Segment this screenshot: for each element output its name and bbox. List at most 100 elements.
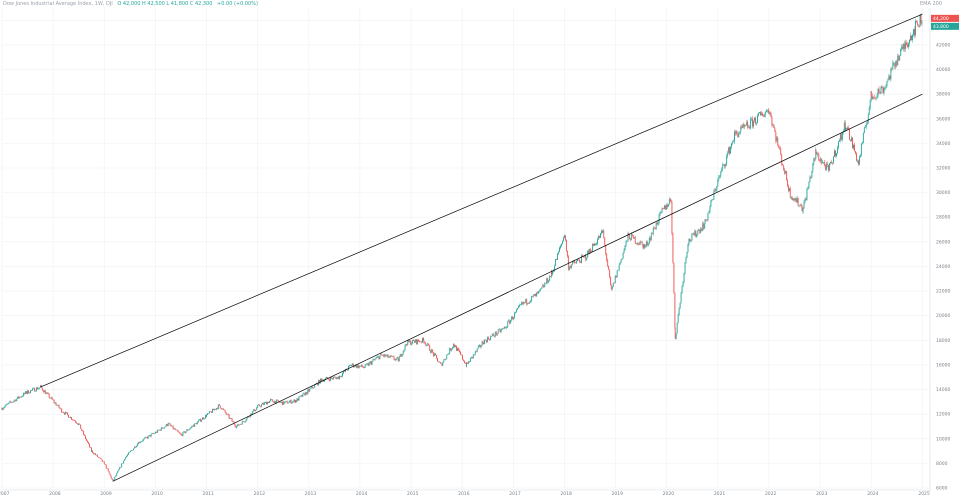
candle-body [674, 328, 676, 339]
candle-body [257, 405, 259, 407]
candle-body [321, 378, 323, 380]
candle-body [632, 235, 634, 239]
candle-body [486, 337, 488, 343]
candle-body [441, 363, 443, 366]
y-tick-label: 42000 [936, 42, 950, 48]
candle-body [243, 421, 245, 423]
candle-body [404, 344, 406, 350]
candle-body [443, 359, 445, 363]
candle-body [138, 442, 140, 443]
candle-body [708, 212, 710, 213]
candle-body [216, 408, 218, 409]
candle-body [832, 163, 833, 164]
candle-body [22, 396, 24, 397]
candle-body [130, 450, 131, 452]
candle-body [338, 376, 340, 380]
candle-body [677, 314, 679, 323]
candle-body [342, 373, 343, 377]
candle-body [155, 431, 157, 433]
candle-body [1, 408, 3, 410]
candle-body [475, 351, 477, 352]
candle-body [917, 24, 919, 27]
candle-body [558, 251, 559, 254]
candle-body [638, 244, 640, 245]
candle-body [883, 89, 885, 94]
candle-body [714, 189, 716, 192]
candle-body [844, 122, 846, 130]
candle-body [472, 354, 474, 358]
candle-body [63, 412, 65, 413]
candle-body [57, 404, 59, 406]
candle-body [331, 378, 333, 379]
candle-body [468, 361, 470, 363]
candle-body [85, 435, 87, 440]
candle-body [718, 177, 720, 181]
candle-body [733, 141, 734, 143]
candle-body [599, 236, 600, 238]
candle-body [457, 348, 459, 351]
candle-body [133, 446, 135, 449]
candle-body [242, 421, 244, 422]
candle-body [478, 345, 480, 347]
candle-body [292, 401, 294, 403]
candle-body [635, 243, 637, 244]
candle-body [357, 364, 359, 368]
candle-body [723, 164, 725, 165]
candle-body [258, 404, 260, 406]
candle-body [908, 43, 910, 48]
candle-body [333, 376, 335, 378]
candle-body [580, 261, 581, 263]
candle-body [545, 283, 547, 284]
candle-body [442, 362, 444, 366]
candle-body [885, 85, 887, 88]
candle-body [858, 156, 860, 165]
candle-body [423, 340, 425, 343]
candle-body [508, 320, 510, 322]
candle-body [360, 364, 362, 367]
candle-body [311, 386, 313, 389]
candle-body [8, 402, 10, 404]
y-tick-label: 28000 [936, 215, 950, 221]
candle-body [266, 401, 267, 405]
candle-body [352, 363, 354, 368]
candle-body [507, 321, 509, 328]
candle-body [107, 468, 109, 472]
candle-body [4, 405, 6, 408]
candle-body [464, 363, 466, 364]
candle-body [353, 366, 355, 368]
candle-body [310, 388, 312, 389]
candle-body [899, 55, 901, 61]
candle-body [58, 404, 60, 408]
candle-body [842, 130, 844, 133]
candle-body [848, 127, 850, 130]
candle-body [566, 250, 568, 257]
candle-body [339, 375, 341, 380]
candle-body [72, 419, 73, 421]
x-tick-label: 2025 [918, 491, 930, 497]
y-tick-label: 20000 [936, 313, 950, 319]
candle-body [817, 153, 819, 155]
candle-body [170, 425, 172, 427]
candle-body [248, 416, 250, 417]
candle-body [852, 137, 853, 149]
candle-body [189, 428, 191, 430]
candle-body [527, 303, 529, 305]
candle-body [255, 409, 257, 412]
candle-body [76, 423, 78, 425]
candle-body [409, 340, 411, 343]
candle-body [593, 244, 595, 246]
candle-body [523, 302, 525, 304]
candle-body [816, 154, 818, 155]
candle-body [577, 259, 578, 262]
candle-body [91, 450, 92, 452]
candle-body [656, 222, 658, 225]
candle-body [198, 420, 200, 422]
candle-body [696, 234, 698, 237]
candle-body [916, 22, 918, 25]
candle-body [200, 419, 202, 422]
candle-body [861, 142, 863, 145]
candle-body [476, 348, 478, 352]
candle-body [430, 350, 432, 353]
